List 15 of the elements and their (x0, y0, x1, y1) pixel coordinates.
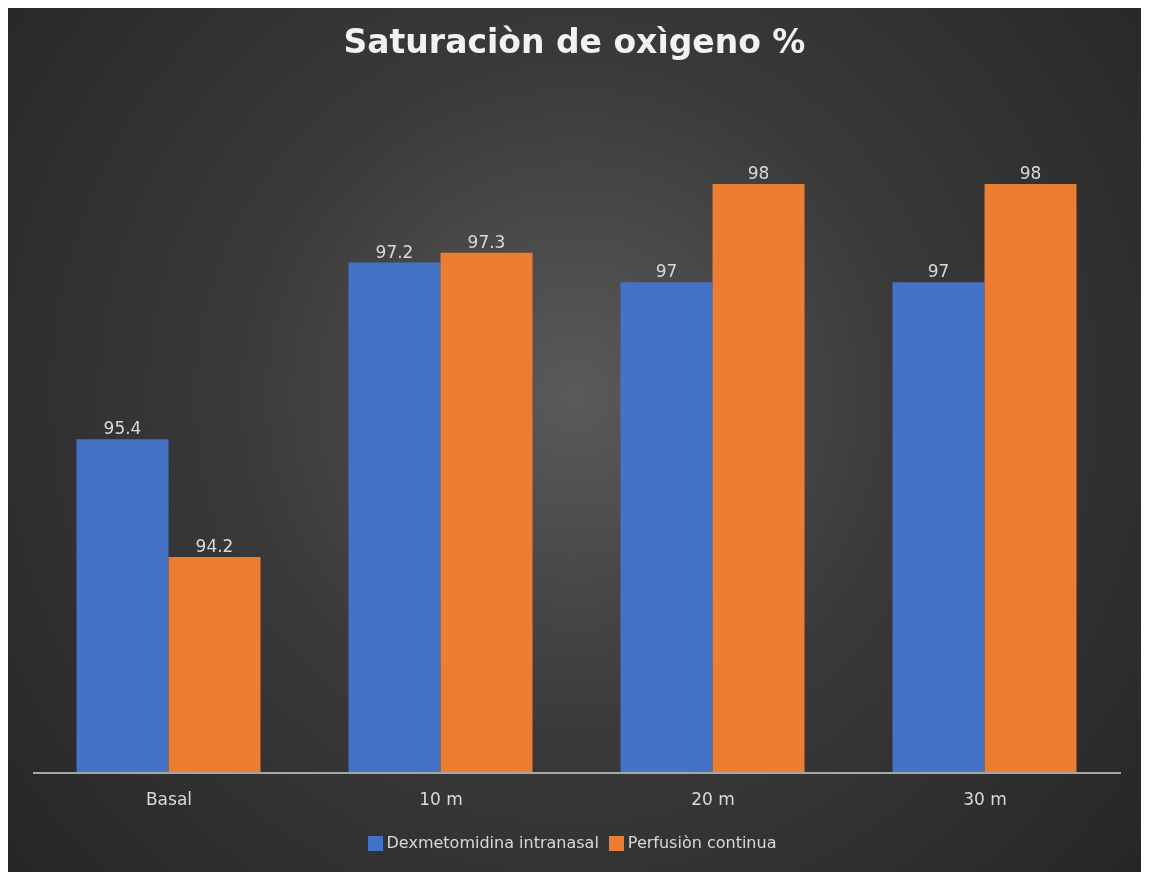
data-label: 94.2 (195, 536, 234, 557)
data-label: 97.3 (467, 231, 506, 252)
chart-title: Saturaciòn de oxìgeno % (342, 22, 807, 61)
x-tick-label: 10 m (419, 789, 463, 810)
data-label: 95.4 (103, 418, 142, 439)
data-label: 98 (747, 163, 770, 183)
x-tick-label: Basal (145, 789, 193, 810)
data-label: 97 (927, 261, 950, 282)
data-label: 97.2 (375, 241, 414, 262)
x-tick-label: 30 m (963, 789, 1007, 810)
data-label: 97 (655, 261, 678, 282)
data-label: 98 (1019, 163, 1042, 183)
x-tick-label: 20 m (691, 789, 735, 810)
legend-label: Perfusiòn continua (627, 833, 777, 852)
legend-label: Dexmetomidina intranasal (386, 833, 599, 852)
